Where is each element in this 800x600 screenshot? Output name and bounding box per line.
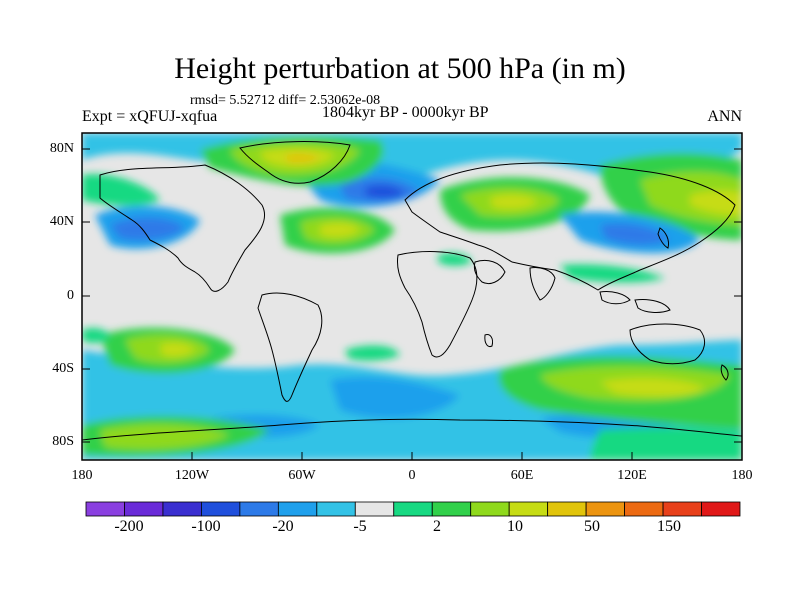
colorbar-swatch [316,501,356,517]
colorbar-swatch [124,501,164,517]
colorbar [85,501,741,517]
colorbar-label: 50 [584,518,600,535]
colorbar-swatch [85,501,125,517]
colorbar-swatch [162,501,202,517]
x-tick-label: 180 [71,468,93,483]
colorbar-swatch [277,501,318,517]
period-label: 1804kyr BP - 0000kyr BP [322,104,489,121]
colorbar-swatch [624,501,664,517]
colorbar-swatch [470,501,510,517]
colorbar-swatch [662,501,702,517]
y-tick-label: 0 [67,288,74,303]
x-tick-label: 120E [617,468,647,483]
colorbar-label: -5 [353,518,367,535]
colorbar-label: 150 [657,518,681,535]
map-title: Height perturbation at 500 hPa (in m) [174,52,626,85]
colorbar-swatch [239,501,279,517]
colorbar-swatch [393,501,433,517]
colorbar-label: -200 [114,518,144,535]
x-tick-label: 180 [731,468,753,483]
colorbar-label: -100 [191,518,221,535]
experiment-label: Expt = xQFUJ-xqfua [82,108,218,125]
x-ticks [81,452,743,460]
colorbar-swatch [701,501,741,517]
colorbar-label: 10 [507,518,523,535]
colorbar-label: -20 [272,518,294,535]
coastlines [82,141,742,441]
colorbar-label: 2 [433,518,441,535]
x-tick-label: 0 [408,468,416,483]
x-tick-label: 60E [510,468,534,483]
height-field [82,133,742,460]
x-tick-label: 60W [288,468,316,483]
colorbar-swatch [508,501,549,517]
colorbar-swatch [547,501,587,517]
y-tick-label: 40S [52,361,74,376]
colorbar-swatch [201,501,241,517]
colorbar-swatch [354,501,395,517]
x-tick-label: 120W [174,468,210,483]
y-ticks [82,148,742,443]
y-tick-label: 80N [49,141,74,156]
stats-line: rmsd= 5.52712 diff= 2.53062e-08 [190,93,381,108]
colorbar-swatch [431,501,472,517]
season-label: ANN [707,108,742,125]
y-tick-label: 40N [49,214,74,229]
colorbar-swatch [585,501,625,517]
y-tick-label: 80S [52,434,74,449]
